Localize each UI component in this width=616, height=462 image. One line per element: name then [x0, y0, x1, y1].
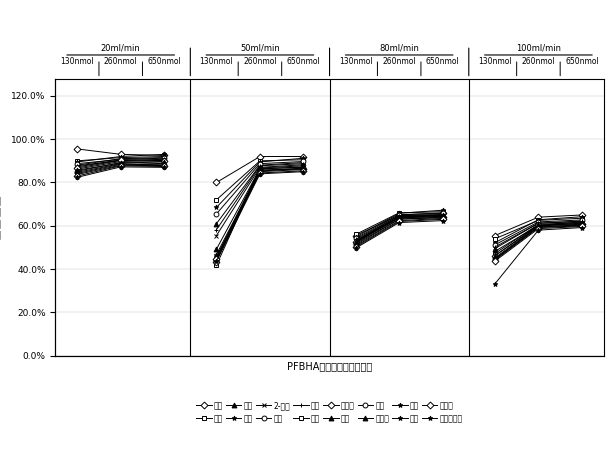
Text: 260nmol: 260nmol	[104, 57, 137, 66]
Text: 260nmol: 260nmol	[243, 57, 277, 66]
Text: 130nmol: 130nmol	[339, 57, 373, 66]
Text: 650nmol: 650nmol	[565, 57, 599, 66]
Text: 20ml/min: 20ml/min	[101, 43, 140, 52]
Text: 650nmol: 650nmol	[286, 57, 320, 66]
Text: 80ml/min: 80ml/min	[379, 43, 419, 52]
Text: 260nmol: 260nmol	[383, 57, 416, 66]
Text: 130nmol: 130nmol	[60, 57, 94, 66]
Text: 130nmol: 130nmol	[478, 57, 512, 66]
Text: 50ml/min: 50ml/min	[240, 43, 280, 52]
Legend: 甲醛, 乙醛, 丙酮, 丙醛, 2-丁酮, 丁醛, 戊醛, 己醛, 环己酮, 癸醛, 壬醛, 苯甲醛, 壬醛, 癸醛, 乙二醛, 甲基乙二醛: 甲醛, 乙醛, 丙酮, 丙醛, 2-丁酮, 丁醛, 戊醛, 己醛, 环己酮, 癸…	[197, 401, 463, 423]
Text: 260nmol: 260nmol	[522, 57, 555, 66]
Text: 650nmol: 650nmol	[147, 57, 181, 66]
Text: 130nmol: 130nmol	[200, 57, 233, 66]
Text: 650nmol: 650nmol	[426, 57, 460, 66]
X-axis label: PFBHA衍生物量积采集流速: PFBHA衍生物量积采集流速	[287, 361, 372, 371]
Text: 100ml/min: 100ml/min	[516, 43, 561, 52]
